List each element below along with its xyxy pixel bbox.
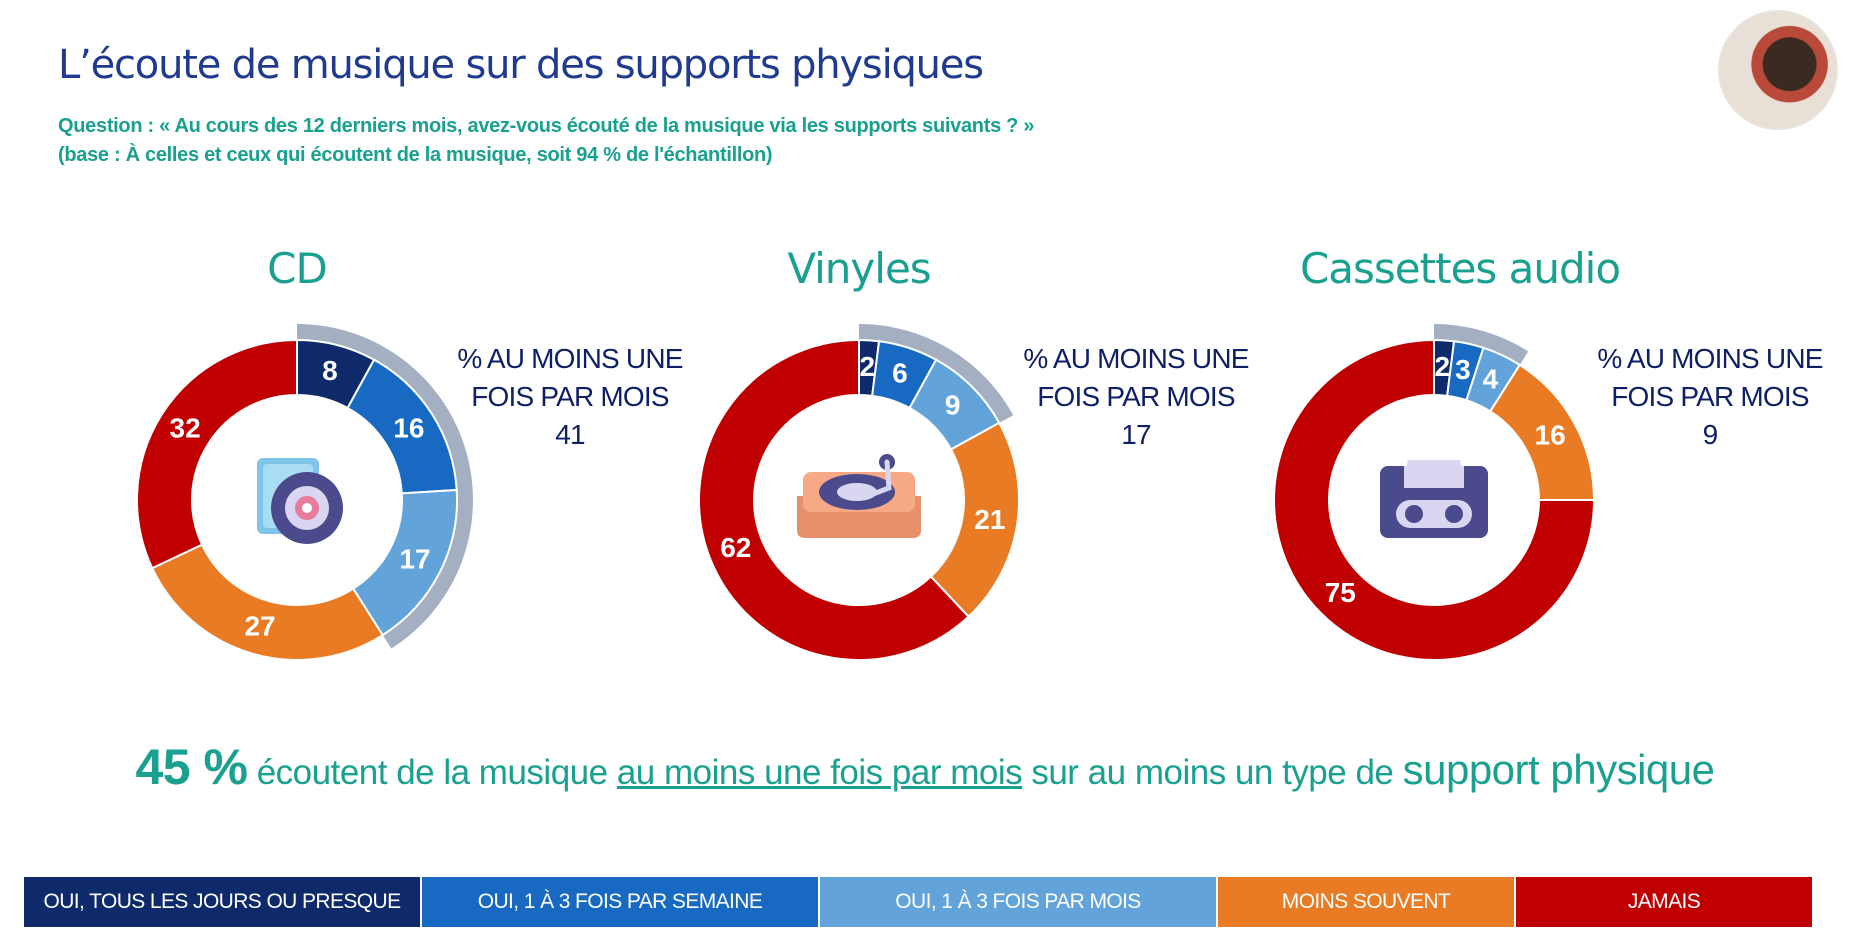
data-label-monthly: 9 — [945, 390, 961, 421]
cd-case-icon — [257, 458, 343, 544]
donut-chart-cd: 8 16 17 27 32 — [136, 324, 474, 661]
chart-title-cd: CD — [267, 244, 328, 293]
annotation-cassettes: % AU MOINS UNE FOIS PAR MOIS 9 — [1580, 340, 1840, 454]
data-label-less: 16 — [1535, 420, 1566, 451]
headline-pct: 45 % — [135, 739, 248, 795]
annotation-cd: % AU MOINS UNE FOIS PAR MOIS 41 — [440, 340, 700, 454]
annotation-line1: % AU MOINS UNE — [1597, 343, 1823, 374]
annotation-line1: % AU MOINS UNE — [457, 343, 683, 374]
legend-item-weekly: OUI, 1 À 3 FOIS PAR SEMAINE — [422, 877, 820, 927]
annotation-line2: FOIS PAR MOIS — [1611, 381, 1809, 412]
photo-avatar — [1718, 10, 1838, 130]
legend: OUI, TOUS LES JOURS OU PRESQUE OUI, 1 À … — [24, 877, 1814, 927]
annotation-line1: % AU MOINS UNE — [1023, 343, 1249, 374]
headline-text1: écoutent de la musique — [247, 753, 617, 792]
headline-emphasis: support physique — [1402, 746, 1715, 793]
headline-underlined: au moins une fois par mois — [616, 753, 1023, 792]
legend-item-less: MOINS SOUVENT — [1218, 877, 1516, 927]
data-label-weekly: 16 — [393, 412, 424, 443]
page-title: L’écoute de musique sur des supports phy… — [58, 42, 984, 88]
question-text: Question : « Au cours des 12 derniers mo… — [58, 115, 1035, 137]
annotation-line2: FOIS PAR MOIS — [1037, 381, 1235, 412]
data-label-weekly: 6 — [892, 357, 908, 388]
data-label-less: 27 — [244, 611, 275, 642]
chart-title-vinyles: Vinyles — [787, 244, 931, 293]
annotation-line2: FOIS PAR MOIS — [471, 381, 669, 412]
donut-segment-never — [698, 338, 970, 661]
annotation-vinyles: % AU MOINS UNE FOIS PAR MOIS 17 — [1006, 340, 1266, 454]
donut-segment-never — [136, 338, 298, 570]
turntable-icon — [797, 454, 921, 538]
data-label-never: 75 — [1325, 577, 1356, 608]
legend-item-monthly: OUI, 1 À 3 FOIS PAR MOIS — [820, 877, 1218, 927]
donut-segment-never — [1273, 338, 1596, 661]
data-label-daily: 8 — [322, 355, 338, 386]
annotation-value: 9 — [1702, 419, 1719, 450]
data-label-monthly: 4 — [1483, 364, 1499, 395]
cassette-icon — [1380, 460, 1488, 538]
donut-chart-vinyles: 2 6 9 21 62 — [698, 324, 1020, 661]
headline-statement: 45 % écoutent de la musique au moins une… — [0, 738, 1850, 796]
chart-title-cassettes: Cassettes audio — [1299, 244, 1621, 293]
legend-item-daily: OUI, TOUS LES JOURS OU PRESQUE — [24, 877, 422, 927]
data-label-less: 21 — [974, 504, 1005, 535]
data-label-never: 62 — [720, 532, 751, 563]
monthly-bracket-arc — [297, 324, 474, 649]
data-label-daily: 2 — [860, 351, 876, 382]
data-label-weekly: 3 — [1455, 354, 1471, 385]
headline-text2: sur au moins un type de — [1022, 753, 1403, 792]
data-label-monthly: 17 — [399, 544, 430, 575]
donut-chart-cassettes: 2 3 4 16 75 — [1273, 324, 1596, 661]
annotation-value: 17 — [1121, 419, 1151, 450]
base-text: (base : À celles et ceux qui écoutent de… — [58, 144, 773, 166]
annotation-value: 41 — [555, 419, 585, 450]
data-label-never: 32 — [170, 412, 201, 443]
donut-segment-less — [150, 543, 385, 661]
data-label-daily: 2 — [1435, 351, 1451, 382]
monthly-bracket-arc — [859, 324, 1014, 424]
legend-item-never: JAMAIS — [1516, 877, 1814, 927]
